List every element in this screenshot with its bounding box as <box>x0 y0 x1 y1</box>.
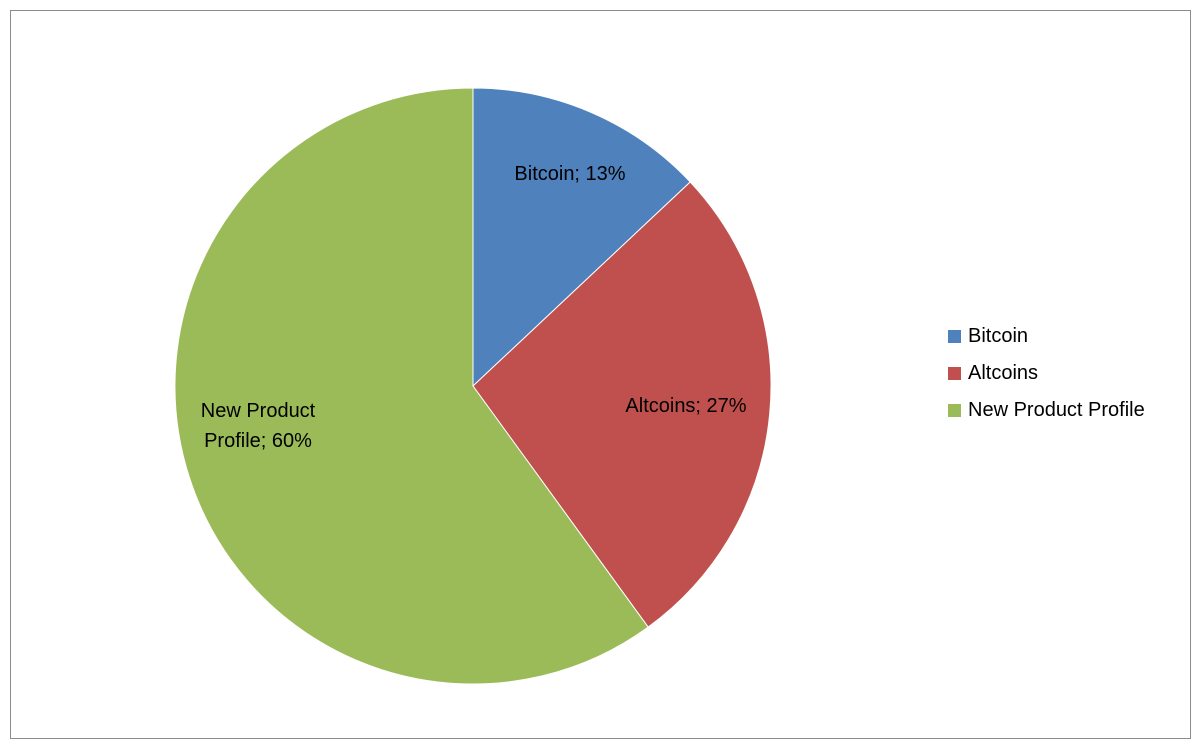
pie-data-labels: Bitcoin; 13% Altcoins; 27% New Product Prof… <box>201 163 747 452</box>
data-label-bitcoin: Bitcoin; 13% <box>514 163 625 185</box>
pie-slice-new-product-profile <box>174 87 649 685</box>
legend-item-altcoins: Altcoins <box>948 361 1145 385</box>
legend-swatch-bitcoin <box>948 329 961 343</box>
legend-item-bitcoin: Bitcoin <box>948 324 1145 348</box>
data-label-altcoins: Altcoins; 27% <box>625 395 746 417</box>
legend-label-altcoins: Altcoins <box>968 361 1039 384</box>
chart-legend: Bitcoin Altcoins New Product Profile <box>948 324 1145 435</box>
legend-swatch-new-product-profile <box>948 403 961 417</box>
legend-label-bitcoin: Bitcoin <box>968 324 1029 347</box>
legend-item-new-product-profile: New Product Profile <box>948 398 1145 422</box>
legend-swatch-altcoins <box>948 366 961 380</box>
data-label-new-product-profile: New Product Profile; 60% <box>201 400 316 452</box>
pie-slice-altcoins <box>472 181 772 628</box>
legend-label-new-product-profile: New Product Profile <box>968 398 1145 421</box>
pie-slice-bitcoin <box>472 87 691 388</box>
pie-slices <box>174 87 772 685</box>
